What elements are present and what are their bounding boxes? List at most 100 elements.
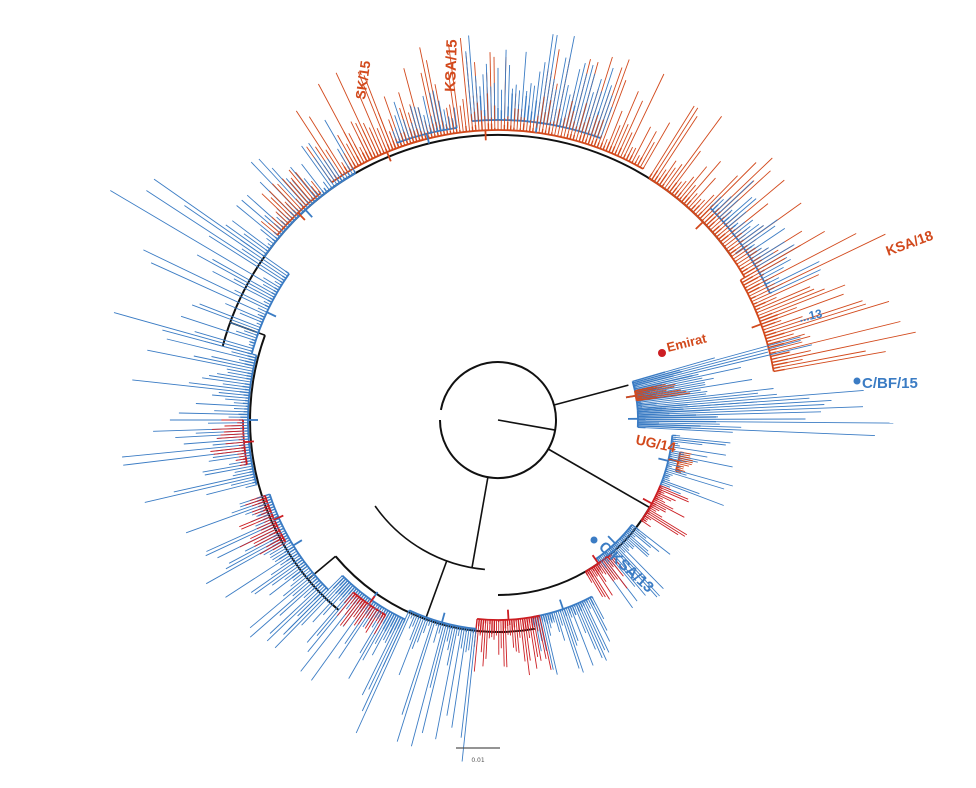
tip-line <box>574 62 586 106</box>
internal-branch <box>530 617 534 629</box>
internal-branch <box>637 409 711 414</box>
internal-branch <box>247 355 256 359</box>
tip-line <box>658 499 666 504</box>
tip-line <box>743 225 764 241</box>
tip-line <box>679 455 691 459</box>
internal-branch <box>719 234 729 243</box>
tip-line <box>341 162 345 167</box>
internal-branch <box>279 534 283 538</box>
tip-line <box>310 186 316 192</box>
tip-line <box>223 430 243 433</box>
internal-branch <box>596 564 602 571</box>
internal-branch <box>273 529 280 535</box>
internal-branch <box>734 259 738 263</box>
internal-branch <box>274 515 279 519</box>
internal-branch <box>740 276 745 281</box>
tip-line <box>327 158 341 178</box>
internal-branch <box>362 161 365 164</box>
tip-line <box>274 558 280 563</box>
internal-branch <box>312 577 318 583</box>
tip-line <box>457 630 460 637</box>
internal-branch <box>723 244 727 248</box>
internal-branch <box>251 347 254 350</box>
internal-branch <box>605 141 611 152</box>
internal-branch <box>764 331 777 337</box>
tip-line <box>664 164 683 189</box>
tip-line <box>749 283 775 297</box>
clade-stem <box>642 497 653 505</box>
tip-line <box>228 541 271 564</box>
tip-line <box>651 105 695 174</box>
internal-branch <box>657 491 662 495</box>
tip-line <box>661 483 671 488</box>
tip-line <box>297 599 315 617</box>
internal-branch <box>599 142 604 149</box>
internal-branch <box>536 615 539 620</box>
tip-line <box>399 131 406 146</box>
backbone-branch <box>471 476 489 568</box>
tip-line <box>771 284 846 314</box>
tip-line <box>488 624 491 639</box>
tip-line <box>623 542 630 548</box>
tip-line <box>214 410 244 413</box>
internal-branch <box>246 377 252 380</box>
internal-branch <box>611 546 616 551</box>
tip-line <box>301 163 323 191</box>
tip-line <box>191 304 258 330</box>
internal-branch <box>526 617 530 630</box>
internal-branch <box>765 281 771 286</box>
tip-line <box>263 300 271 306</box>
tip-line <box>667 469 687 476</box>
internal-branch <box>259 320 263 324</box>
tip-line <box>668 475 671 478</box>
internal-branch <box>245 451 251 454</box>
internal-branch <box>762 277 764 280</box>
tip-line <box>290 177 310 200</box>
tip-line <box>673 351 769 377</box>
internal-branch <box>252 478 256 481</box>
tip-line <box>700 425 742 428</box>
internal-branch <box>332 184 336 187</box>
internal-branch <box>628 154 633 162</box>
tip-line <box>587 575 593 583</box>
tip-line <box>308 142 337 184</box>
tip-line <box>526 121 528 130</box>
internal-branch <box>279 280 284 284</box>
internal-branch <box>636 397 643 400</box>
tip-line <box>656 500 674 510</box>
internal-branch <box>252 481 256 484</box>
internal-branch <box>569 606 573 612</box>
tip-line <box>713 196 722 205</box>
internal-branch <box>575 603 581 612</box>
internal-branch <box>608 145 613 153</box>
tip-line <box>758 288 825 316</box>
tip-line <box>765 316 803 330</box>
internal-branch <box>759 314 779 323</box>
clade-arc <box>352 139 424 170</box>
internal-branch <box>449 130 452 135</box>
internal-branch <box>744 286 748 289</box>
internal-branch <box>771 358 789 364</box>
internal-branch <box>714 227 723 236</box>
internal-branch <box>732 257 735 260</box>
internal-branch <box>412 611 415 614</box>
tip-line <box>217 373 247 379</box>
tip-line <box>536 71 541 101</box>
internal-branch <box>584 138 588 144</box>
tip-line <box>260 229 273 240</box>
internal-branch <box>767 340 781 346</box>
internal-branch <box>692 205 701 213</box>
tip-line <box>741 226 751 234</box>
internal-branch <box>354 164 357 168</box>
internal-branch <box>288 541 292 545</box>
internal-branch <box>407 609 410 614</box>
internal-branch <box>273 289 278 294</box>
tip-line <box>344 592 354 604</box>
tip-line <box>438 100 443 121</box>
tip-line <box>184 205 288 277</box>
tip-line <box>719 221 725 227</box>
internal-branch <box>323 187 328 193</box>
tip-line <box>266 540 278 548</box>
internal-branch <box>513 619 516 628</box>
internal-branch <box>578 135 582 142</box>
